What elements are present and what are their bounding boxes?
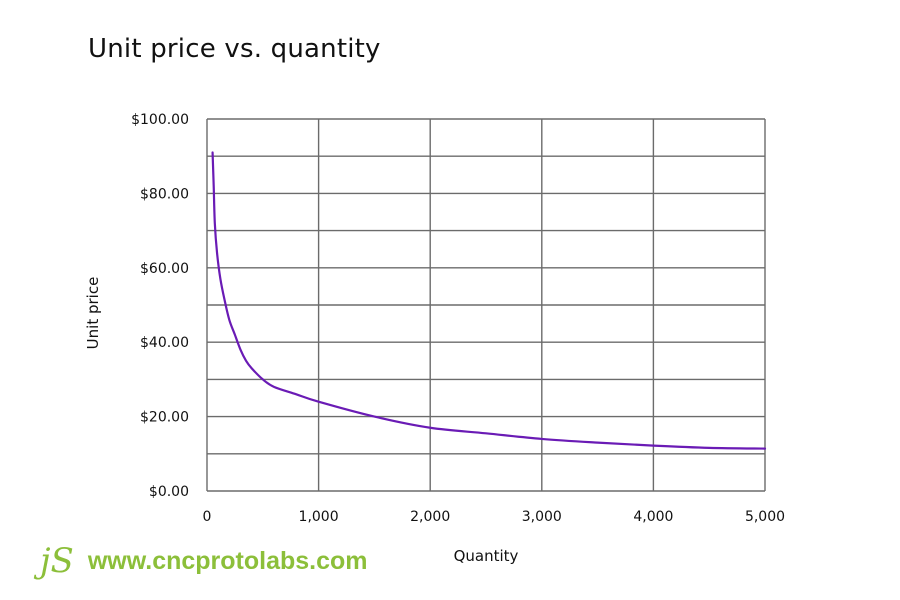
chart-title: Unit price vs. quantity	[88, 34, 381, 64]
y-tick-label: $0.00	[149, 484, 189, 500]
y-tick-label: $20.00	[140, 410, 189, 426]
y-tick-label: $60.00	[140, 261, 189, 277]
watermark-url: www.cncprotolabs.com	[87, 546, 368, 575]
x-tick-label: 1,000	[299, 509, 339, 525]
series-layer	[211, 151, 767, 450]
x-tick-label: 5,000	[745, 509, 785, 525]
series-line	[211, 151, 767, 450]
x-tick-label: 0	[203, 509, 212, 525]
y-axis-label: Unit price	[84, 276, 102, 350]
x-axis-label: Quantity	[453, 547, 519, 565]
grid-lines	[206, 118, 766, 492]
x-tick-label: 4,000	[633, 509, 673, 525]
y-tick-label: $100.00	[131, 112, 189, 128]
y-tick-label: $40.00	[140, 335, 189, 351]
watermark: jS www.cncprotolabs.com	[40, 544, 368, 578]
watermark-logo: jS	[40, 541, 74, 581]
y-axis-ticks: $0.00 $20.00 $40.00 $60.00 $80.00 $100.00	[131, 112, 189, 500]
y-tick-label: $80.00	[140, 186, 189, 202]
x-tick-label: 2,000	[410, 509, 450, 525]
x-axis-ticks: 0 1,000 2,000 3,000 4,000 5,000	[203, 509, 786, 525]
x-tick-label: 3,000	[522, 509, 562, 525]
